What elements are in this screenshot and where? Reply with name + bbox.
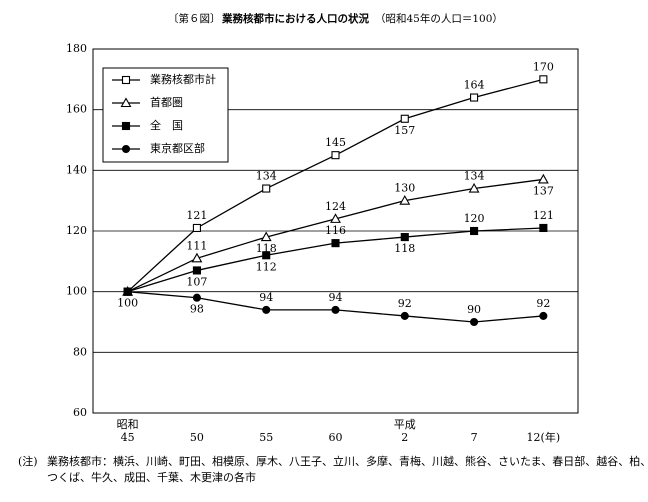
- marker: [400, 114, 409, 123]
- data-label: 134: [256, 170, 277, 183]
- x-tick-label: 60: [329, 431, 343, 444]
- marker: [399, 195, 411, 205]
- legend-marker: [121, 121, 131, 131]
- marker: [400, 233, 409, 242]
- data-label: 92: [536, 297, 550, 310]
- marker: [331, 239, 340, 248]
- x-tick-label: 平成 2: [394, 418, 416, 444]
- data-label: 145: [325, 136, 346, 149]
- x-tick-label: 50: [190, 431, 204, 444]
- data-label: 98: [190, 303, 204, 316]
- marker: [470, 317, 479, 327]
- legend-label: 東京都区部: [150, 141, 205, 155]
- marker: [330, 213, 341, 223]
- legend-label: 全 国: [150, 118, 183, 132]
- y-tick-label: 60: [73, 406, 87, 419]
- data-label: 100: [117, 297, 138, 310]
- data-label: 118: [394, 242, 415, 255]
- note-line: つくば、牛久、成田、千葉、木更津の各市: [47, 470, 256, 484]
- data-label: 112: [256, 260, 277, 273]
- marker: [470, 226, 479, 236]
- y-tick-label: 120: [66, 224, 87, 237]
- data-label: 118: [256, 242, 277, 255]
- data-label: 120: [464, 212, 485, 225]
- marker: [192, 223, 201, 233]
- x-tick-label: 7: [471, 431, 478, 444]
- data-label: 90: [467, 303, 481, 316]
- y-tick-label: 180: [66, 42, 87, 55]
- marker: [470, 93, 479, 102]
- data-label: 116: [325, 224, 346, 237]
- data-label: 124: [325, 200, 346, 213]
- marker: [262, 305, 271, 314]
- data-label: 107: [186, 275, 207, 288]
- data-label: 157: [394, 124, 415, 137]
- marker: [537, 173, 549, 184]
- data-label: 134: [464, 170, 485, 183]
- plot-frame: [92, 48, 579, 414]
- data-label: 137: [533, 184, 554, 197]
- x-tick-label: 昭和 45: [117, 418, 139, 444]
- marker: [192, 293, 201, 302]
- data-label: 94: [259, 291, 273, 304]
- y-tick-label: 100: [66, 285, 87, 298]
- data-label: 121: [186, 209, 207, 222]
- legend-marker: [120, 97, 132, 108]
- x-tick-label: 55: [259, 431, 273, 444]
- data-label: 94: [329, 291, 343, 304]
- y-tick-label: 140: [66, 163, 87, 176]
- x-tick-label: 12(年): [527, 430, 561, 444]
- chart-subtitle: （昭和45年の人口＝100）: [375, 12, 503, 25]
- marker: [262, 184, 271, 193]
- data-label: 111: [186, 239, 207, 252]
- figure-label: 〔第６図〕: [168, 12, 221, 25]
- legend-label: 首都圏: [150, 95, 183, 109]
- legend-marker: [121, 75, 131, 85]
- marker: [400, 311, 409, 320]
- data-label: 92: [398, 297, 412, 310]
- marker: [468, 182, 480, 193]
- marker: [331, 151, 340, 160]
- marker: [331, 305, 340, 314]
- marker: [191, 252, 203, 263]
- legend-marker: [121, 144, 131, 154]
- marker: [192, 266, 201, 275]
- legend-label: 業務核都市計: [150, 72, 216, 86]
- marker: [539, 311, 548, 320]
- y-tick-label: 160: [66, 103, 87, 116]
- note-line: 業務核都市：横浜、川崎、町田、相模原、厚木、八王子、立川、多摩、青梅、川越、熊谷…: [47, 454, 648, 468]
- data-label: 121: [533, 209, 554, 222]
- data-label: 130: [394, 182, 415, 195]
- marker: [123, 287, 132, 296]
- data-label: 170: [533, 60, 554, 73]
- marker: [539, 223, 548, 233]
- chart-title: 業務核都市における人口の状況: [221, 12, 369, 25]
- note-label: (注): [18, 454, 38, 468]
- marker: [262, 251, 271, 260]
- marker: [260, 231, 272, 242]
- y-tick-label: 80: [73, 345, 87, 358]
- marker: [539, 75, 548, 84]
- data-label: 164: [464, 79, 485, 92]
